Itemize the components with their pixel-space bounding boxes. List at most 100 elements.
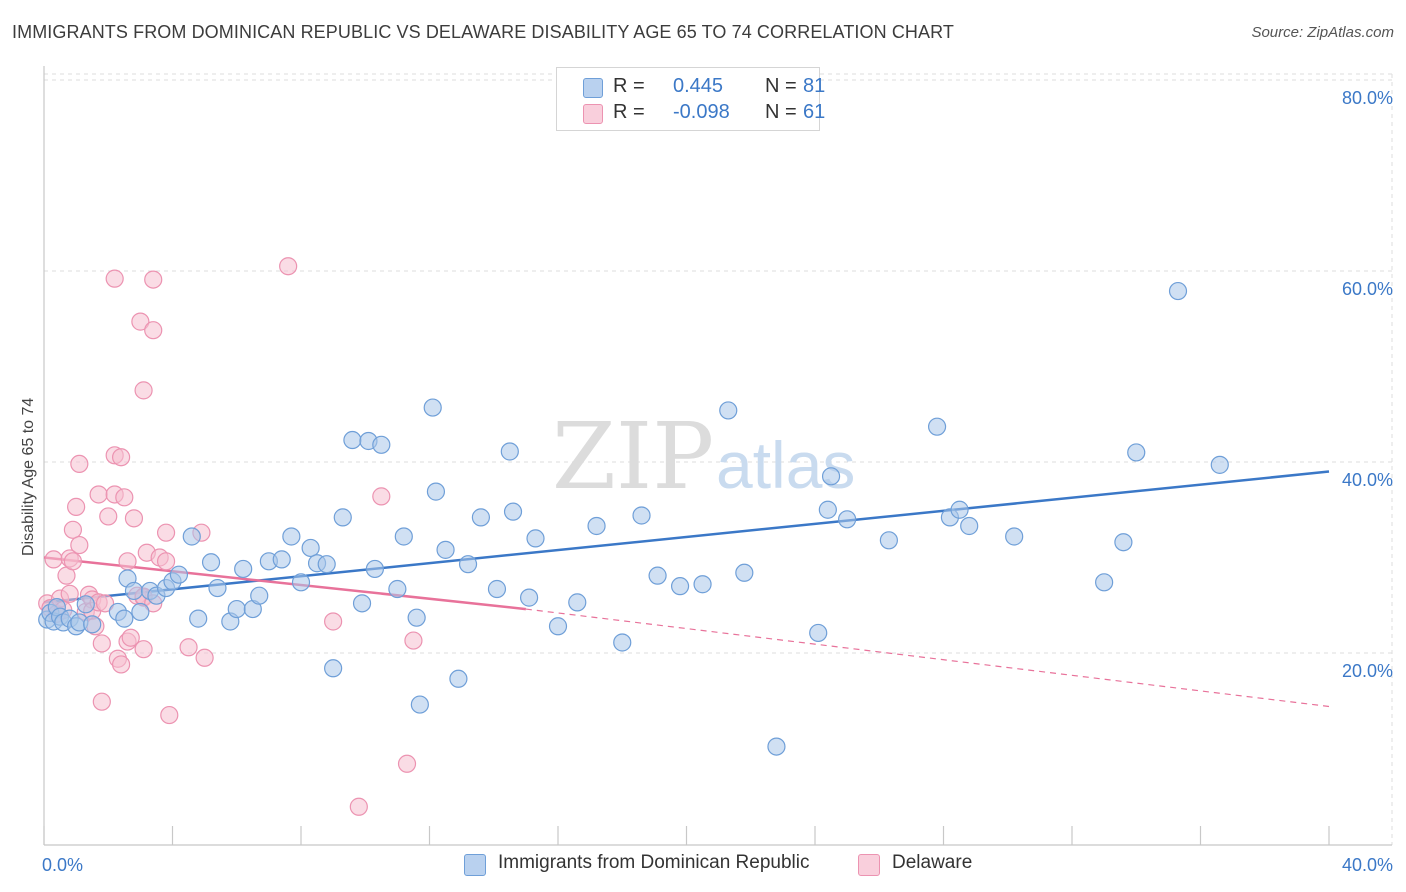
dominican-point	[1114, 533, 1133, 552]
dominican-point	[526, 529, 545, 548]
delaware-point	[349, 797, 368, 816]
bottom-legend-label-delaware: Delaware	[892, 852, 973, 873]
legend-r-value: -0.098	[673, 101, 730, 123]
delaware-point	[195, 648, 214, 667]
dominican-point	[927, 417, 947, 436]
delaware-point	[44, 550, 63, 569]
dominican-points	[38, 281, 1229, 756]
delaware-point	[121, 628, 140, 647]
dominican-point	[818, 500, 837, 519]
dominican-point	[960, 516, 979, 536]
x-tick-label: 40.0%	[1342, 855, 1393, 875]
dominican-point	[388, 579, 407, 599]
delaware-point	[134, 381, 153, 400]
dominican-point	[719, 401, 738, 420]
delaware-point	[111, 448, 131, 467]
delaware-point	[63, 520, 83, 539]
dominican-point	[500, 442, 519, 461]
legend-r-label: R =	[613, 101, 645, 123]
delaware-points	[38, 257, 423, 816]
bottom-legend-label-dominican: Immigrants from Dominican Republic	[498, 852, 810, 873]
dominican-point	[291, 573, 311, 592]
delaware-point	[156, 552, 176, 571]
dominican-point	[365, 559, 384, 579]
delaware-point	[99, 507, 118, 526]
delaware-point	[324, 612, 343, 631]
legend-n-value: 61	[803, 101, 826, 123]
dominican-point	[234, 559, 253, 579]
grid-lines	[44, 73, 1393, 845]
y-tick-label: 60.0%	[1342, 279, 1393, 299]
dominican-point	[950, 500, 969, 519]
delaware-point	[70, 535, 89, 555]
delaware-point	[144, 321, 163, 340]
dominican-point	[227, 599, 246, 619]
y-tick-labels: 20.0% 40.0% 60.0% 80.0%	[1342, 88, 1393, 681]
dominican-point	[471, 508, 490, 527]
legend-n-value: 81	[803, 75, 826, 97]
dominican-point	[182, 527, 201, 546]
source-label: Source: ZipAtlas.com	[1251, 24, 1394, 41]
delaware-point	[115, 488, 134, 507]
dominican-point	[115, 609, 134, 628]
dominican-point	[1095, 573, 1114, 592]
dominican-point	[76, 595, 95, 614]
dominican-point	[487, 579, 507, 599]
dominican-point	[1005, 527, 1024, 546]
dominican-point	[301, 538, 320, 558]
chart-title: IMMIGRANTS FROM DOMINICAN REPUBLIC VS DE…	[12, 22, 954, 42]
dominican-point	[131, 602, 150, 622]
dominican-point	[189, 609, 208, 628]
dominican-point	[208, 578, 227, 598]
y-axis-label: Disability Age 65 to 74	[20, 398, 37, 556]
dominican-point	[272, 550, 291, 569]
dominican-point	[809, 623, 828, 643]
bottom-legend-swatch-pink	[858, 854, 880, 876]
legend-n-label: N =	[765, 75, 797, 97]
delaware-point	[92, 692, 111, 711]
dominican-point	[613, 633, 632, 652]
dominican-point	[1210, 455, 1229, 474]
delaware-point	[404, 631, 423, 650]
legend-r-label: R =	[613, 75, 645, 97]
delaware-trend-extension	[525, 608, 1330, 708]
delaware-point	[118, 552, 137, 571]
delaware-point	[95, 594, 115, 613]
dominican-point	[423, 398, 442, 417]
dominican-point	[670, 577, 690, 596]
dominican-point	[343, 430, 362, 450]
dominican-point	[394, 527, 413, 546]
dominican-point	[124, 581, 144, 601]
delaware-point	[179, 638, 198, 657]
dominican-point	[169, 565, 189, 584]
x-tick-labels: 0.0% 40.0%	[42, 855, 1393, 875]
dominican-point	[1127, 443, 1146, 462]
y-tick-label: 20.0%	[1342, 661, 1393, 681]
legend-swatch-blue	[583, 78, 603, 98]
dominican-point	[436, 540, 455, 559]
dominican-point	[587, 516, 606, 536]
dominican-point	[548, 617, 568, 636]
dominican-point	[821, 467, 841, 486]
delaware-point	[134, 640, 153, 659]
dominican-point	[879, 531, 898, 550]
dominican-point	[632, 506, 651, 525]
dominican-point	[648, 566, 667, 585]
dominican-point	[838, 510, 857, 529]
delaware-point	[105, 269, 124, 288]
delaware-point	[60, 584, 79, 603]
delaware-point	[63, 552, 83, 571]
dominican-point	[352, 594, 372, 613]
bottom-legend-swatch-blue	[464, 854, 486, 876]
y-tick-label: 40.0%	[1342, 470, 1393, 490]
watermark-zip: ZIP	[552, 403, 714, 510]
dominican-point	[1168, 281, 1188, 301]
dominican-point	[333, 508, 352, 527]
delaware-point	[279, 257, 298, 276]
dominican-point	[519, 588, 539, 607]
dominican-point	[735, 563, 754, 582]
delaware-point	[397, 754, 417, 773]
dominican-point	[426, 482, 446, 501]
dominican-point	[568, 593, 587, 612]
